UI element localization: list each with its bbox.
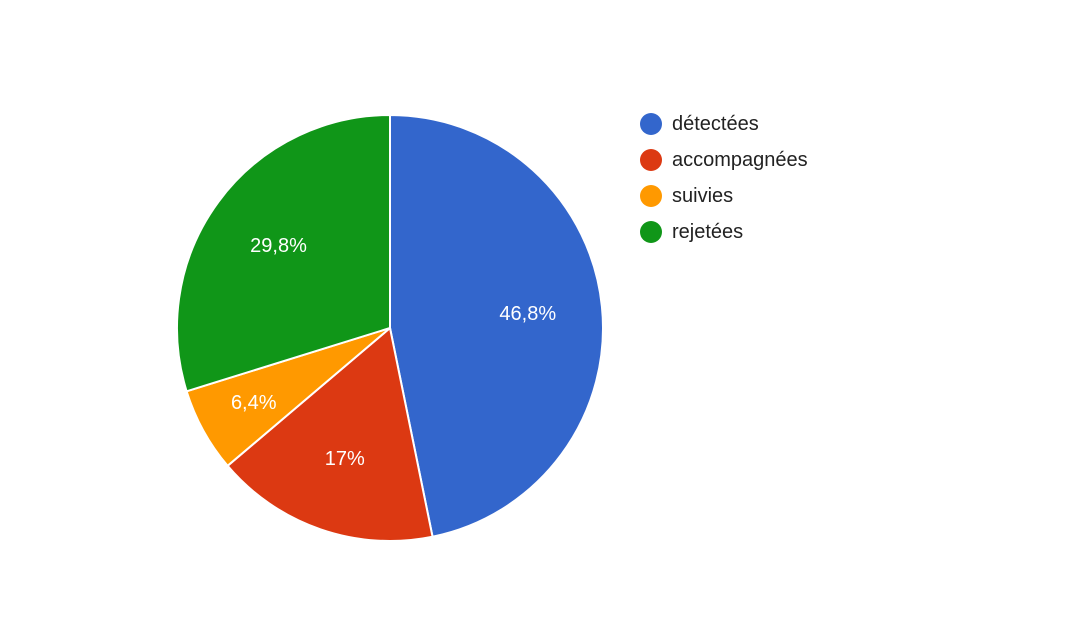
legend-swatch [640,185,662,207]
pie-slice-2[interactable] [226,326,434,542]
legend-item[interactable]: rejetées [640,221,743,243]
pie-slices [176,113,604,542]
legend-swatch [640,221,662,243]
legend-swatch [640,149,662,171]
slice-percent-label: 46,8% [499,303,556,325]
pie-slice-4[interactable] [176,113,391,393]
legend-label: suivies [672,185,733,207]
slice-percent-label: 6,4% [231,392,277,414]
pie-slice-1[interactable] [389,113,604,538]
pie-slice-labels: 46,8% 17% 6,4% 29,8% [231,235,556,470]
legend-label: détectées [672,113,759,135]
slice-percent-label: 17% [325,448,365,470]
legend: détectées accompagnées suivies rejetées [640,113,808,243]
legend-item[interactable]: détectées [640,113,759,135]
legend-item[interactable]: accompagnées [640,149,808,171]
legend-item[interactable]: suivies [640,185,733,207]
slice-percent-label: 29,8% [250,235,307,257]
legend-label: rejetées [672,221,743,243]
legend-label: accompagnées [672,149,808,171]
legend-swatch [640,113,662,135]
